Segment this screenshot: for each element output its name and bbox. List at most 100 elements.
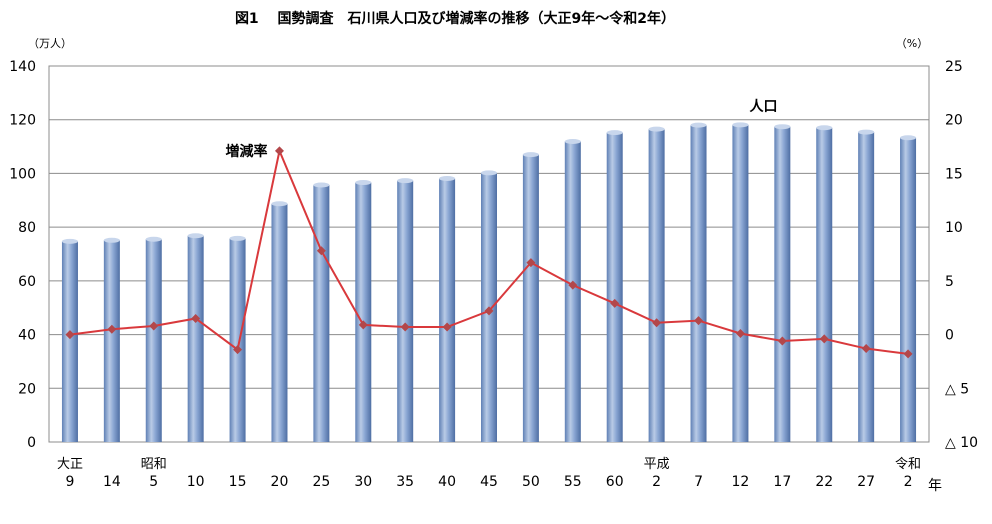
population-bar bbox=[229, 238, 246, 442]
population-bar bbox=[732, 124, 749, 443]
rate-marker bbox=[610, 298, 620, 308]
right-tick-label: 20 bbox=[945, 113, 963, 129]
left-tick-label: 120 bbox=[9, 113, 36, 129]
rate-marker bbox=[191, 313, 201, 323]
population-bar bbox=[61, 241, 78, 442]
bar-top bbox=[271, 201, 288, 207]
x-tick-label: 15 bbox=[229, 474, 247, 490]
rate-marker bbox=[358, 320, 368, 330]
x-tick-label: 20 bbox=[271, 474, 289, 490]
population-bar bbox=[816, 127, 833, 443]
bar-top bbox=[145, 236, 162, 242]
rate-marker bbox=[107, 324, 117, 334]
population-bar bbox=[439, 178, 456, 442]
rate-marker bbox=[903, 349, 913, 359]
left-tick-label: 140 bbox=[9, 59, 36, 75]
rate-annotation: 増減率 bbox=[225, 143, 267, 160]
population-bar bbox=[313, 184, 330, 442]
rate-marker bbox=[861, 344, 871, 354]
bar-top bbox=[690, 122, 707, 128]
rate-marker bbox=[274, 146, 284, 156]
rate-marker bbox=[735, 328, 745, 338]
bar-top bbox=[522, 152, 539, 158]
rate-marker bbox=[400, 322, 410, 332]
bar-top bbox=[564, 138, 581, 144]
population-bar bbox=[648, 129, 665, 442]
right-tick-label: △ 10 bbox=[945, 435, 978, 451]
bar-top bbox=[355, 180, 372, 186]
rate-marker bbox=[568, 280, 578, 290]
population-bar bbox=[271, 203, 288, 442]
x-tick-label: 35 bbox=[396, 474, 414, 490]
rate-marker bbox=[694, 316, 704, 326]
x-tick-label: 10 bbox=[187, 474, 205, 490]
population-bar bbox=[355, 182, 372, 442]
left-tick-label: 0 bbox=[27, 435, 36, 451]
era-label: 大正 bbox=[57, 457, 83, 472]
left-tick-label: 60 bbox=[18, 274, 36, 290]
population-bar bbox=[606, 132, 623, 442]
left-axis-ticks: 0 20 40 60 80 100 120 140 bbox=[9, 59, 36, 451]
population-bar bbox=[774, 126, 791, 442]
right-axis-unit: （%） bbox=[896, 37, 928, 50]
right-axis-ticks: 25 20 15 10 5 0 △ 5 △ 10 bbox=[945, 59, 978, 451]
right-tick-label: 10 bbox=[945, 220, 963, 236]
population-bar bbox=[858, 132, 875, 442]
x-tick-label: 40 bbox=[438, 474, 456, 490]
bar-top bbox=[229, 235, 246, 241]
bar-top bbox=[61, 238, 78, 244]
population-bar bbox=[103, 240, 120, 442]
rate-marker bbox=[526, 258, 536, 268]
right-tick-label: 5 bbox=[945, 274, 954, 290]
bar-top bbox=[816, 125, 833, 131]
x-tick-label: 2 bbox=[652, 474, 661, 490]
x-tick-label: 27 bbox=[857, 474, 875, 490]
x-tick-label: 50 bbox=[522, 474, 540, 490]
x-tick-label: 45 bbox=[480, 474, 498, 490]
population-bar bbox=[522, 154, 539, 442]
bar-top bbox=[439, 176, 456, 182]
x-tick-label: 22 bbox=[815, 474, 833, 490]
x-tick-label: 25 bbox=[312, 474, 330, 490]
left-tick-label: 80 bbox=[18, 220, 36, 236]
left-tick-label: 40 bbox=[18, 328, 36, 344]
x-tick-label: 60 bbox=[606, 474, 624, 490]
left-tick-label: 20 bbox=[18, 381, 36, 397]
x-tick-label: 9 bbox=[65, 474, 74, 490]
population-bar bbox=[187, 235, 204, 442]
bar-top bbox=[774, 124, 791, 130]
x-tick-label: 7 bbox=[694, 474, 703, 490]
era-label: 昭和 bbox=[141, 457, 167, 472]
right-tick-label: △ 5 bbox=[945, 381, 969, 397]
x-tick-label: 5 bbox=[149, 474, 158, 490]
left-tick-label: 100 bbox=[9, 166, 36, 182]
x-tick-label: 14 bbox=[103, 474, 121, 490]
rate-marker bbox=[149, 321, 159, 331]
bar-top bbox=[103, 237, 120, 243]
bar-top bbox=[397, 178, 414, 184]
bar-top bbox=[900, 135, 917, 141]
year-suffix: 年 bbox=[928, 478, 942, 494]
x-tick-label: 30 bbox=[354, 474, 372, 490]
bar-top bbox=[648, 126, 665, 132]
population-bar bbox=[397, 180, 414, 442]
bar-top bbox=[313, 182, 330, 188]
population-bar bbox=[564, 141, 581, 442]
rate-marker bbox=[484, 306, 494, 316]
population-bars bbox=[61, 122, 917, 443]
chart-title: 図1 国勢調査 石川県人口及び増減率の推移（大正9年～令和2年） bbox=[235, 10, 675, 27]
bar-top bbox=[606, 130, 623, 136]
bar-top bbox=[187, 233, 204, 239]
rate-marker bbox=[652, 318, 662, 328]
era-label: 令和 bbox=[895, 457, 921, 472]
era-label: 平成 bbox=[644, 457, 670, 472]
population-bar bbox=[900, 137, 917, 443]
left-axis-unit: （万人） bbox=[28, 37, 72, 50]
x-tick-label: 2 bbox=[904, 474, 913, 490]
bar-top bbox=[732, 122, 749, 128]
rate-marker bbox=[316, 246, 326, 256]
bar-top bbox=[481, 170, 497, 176]
